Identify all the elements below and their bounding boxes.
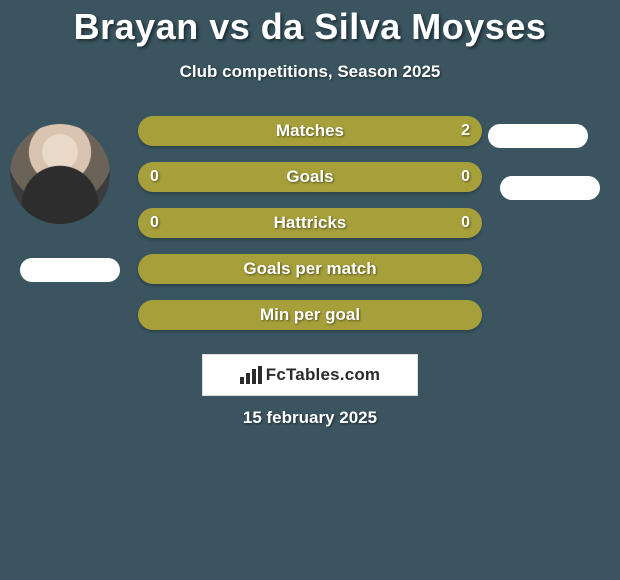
date-label: 15 february 2025 [0, 408, 620, 428]
stat-right-value: 0 [461, 208, 470, 238]
bar-chart-icon [240, 366, 262, 384]
page-title: Brayan vs da Silva Moyses [0, 0, 620, 48]
stat-row-matches: Matches 2 [138, 116, 482, 146]
stat-label: Goals [138, 162, 482, 192]
stat-right-value: 2 [461, 116, 470, 146]
stat-label: Hattricks [138, 208, 482, 238]
stat-right-value: 0 [461, 162, 470, 192]
stat-row-min-per-goal: Min per goal [138, 300, 482, 330]
stat-label: Goals per match [138, 254, 482, 284]
stat-bars: Matches 2 0 Goals 0 0 Hattricks 0 Goals … [138, 116, 482, 346]
stat-row-goals: 0 Goals 0 [138, 162, 482, 192]
player-right-pill-2 [500, 176, 600, 200]
source-logo: FcTables.com [202, 354, 418, 396]
player-left-name-pill [20, 258, 120, 282]
stat-label: Matches [138, 116, 482, 146]
player-right-pill-1 [488, 124, 588, 148]
comparison-area: Matches 2 0 Goals 0 0 Hattricks 0 Goals … [0, 124, 620, 384]
subtitle: Club competitions, Season 2025 [0, 62, 620, 82]
stat-label: Min per goal [138, 300, 482, 330]
source-logo-text: FcTables.com [266, 365, 381, 385]
stat-row-goals-per-match: Goals per match [138, 254, 482, 284]
player-left-avatar [10, 124, 110, 224]
stat-row-hattricks: 0 Hattricks 0 [138, 208, 482, 238]
